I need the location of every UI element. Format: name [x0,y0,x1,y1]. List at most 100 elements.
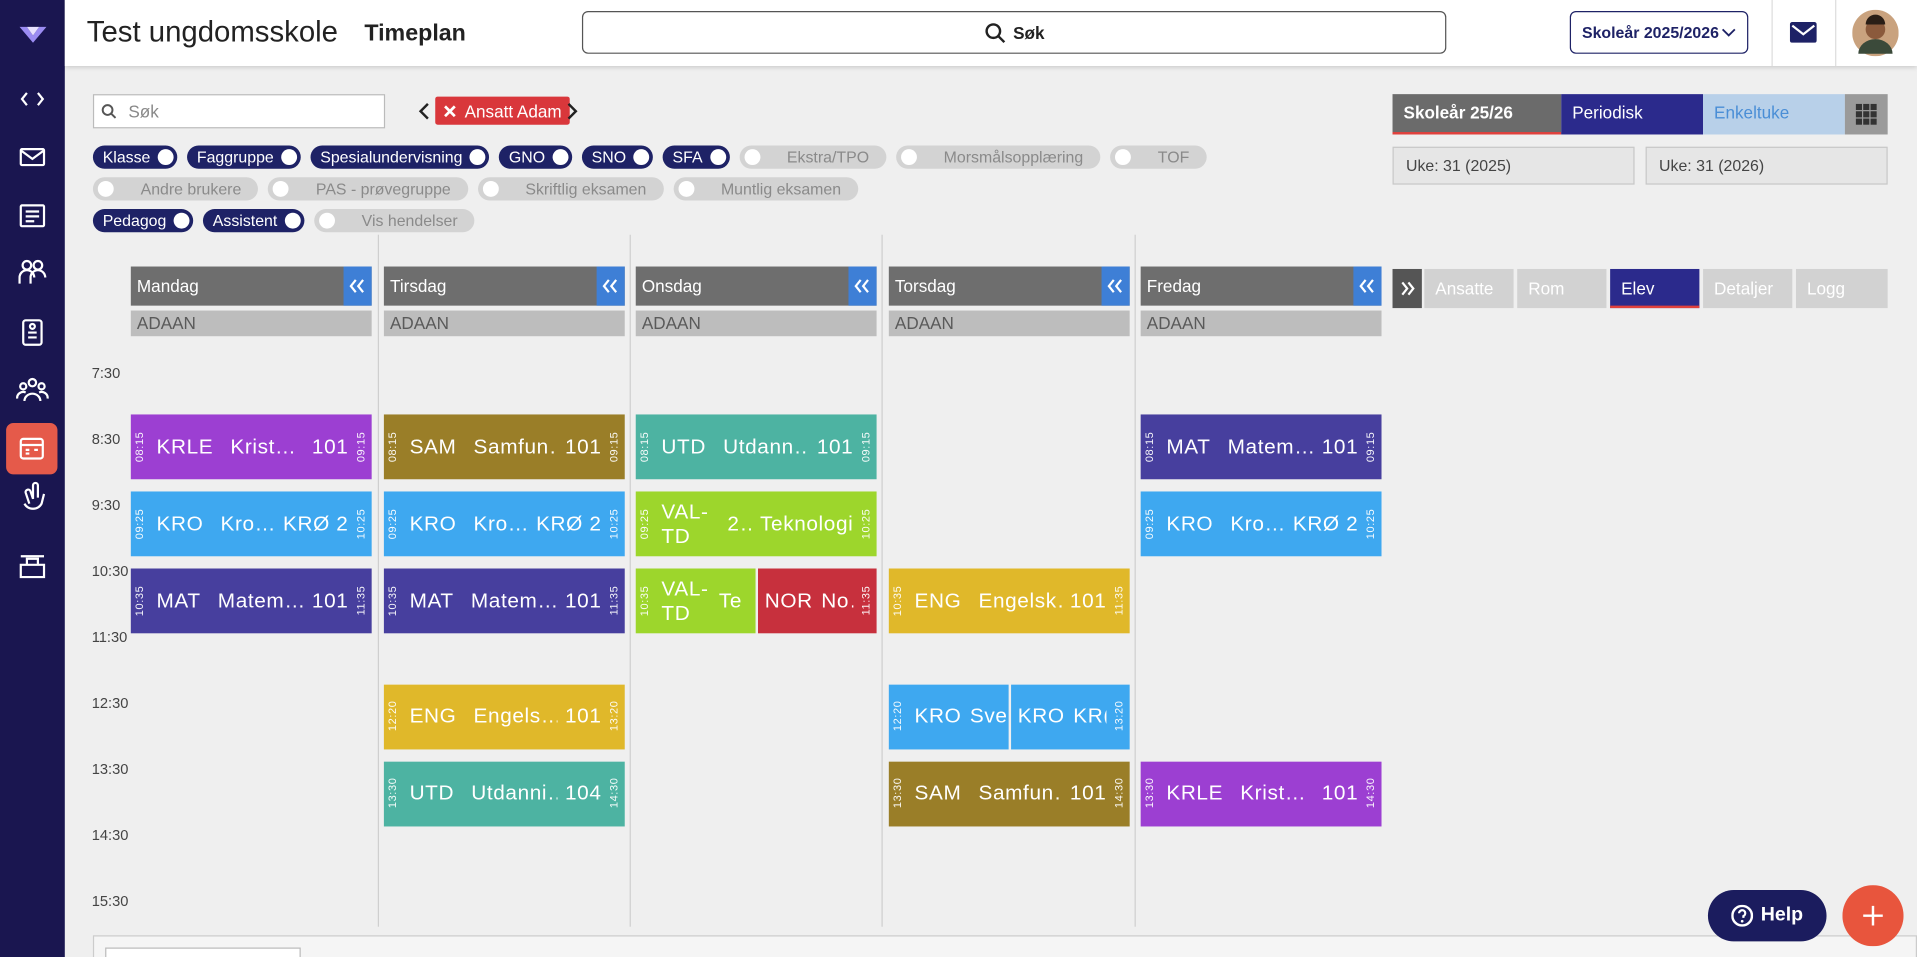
year-select[interactable]: Skoleår 2025/2026 [1569,11,1749,54]
toggle[interactable]: SNO [581,144,653,169]
toggle[interactable]: Vis hendelser [313,208,475,232]
lesson[interactable]: 08:15 SAM Samfun…101 09:15 [383,414,625,480]
course-code: MAT [1166,434,1211,458]
week-field[interactable]: Uke: 31 (2025) [1392,146,1635,185]
toggle-label: Faggruppe [196,147,274,166]
toggle[interactable]: Morsmålsopplæring [895,144,1101,169]
collapse-day[interactable] [1101,266,1130,306]
week-field[interactable]: Uke: 31 (2026) [1645,146,1888,185]
week-fields: Uke: 31 (2025) Uke: 31 (2026) [1392,146,1888,185]
lesson[interactable]: 09:25 VAL-TD 2… Teknologi 10:25 [635,491,877,557]
view-tab[interactable]: Skoleår 25/26 [1392,94,1562,135]
day-name: Torsdag [894,276,956,296]
view-tab[interactable]: Periodisk [1561,94,1704,135]
toggle[interactable]: SFA [662,144,730,169]
prev-button[interactable] [418,103,430,120]
page-title: Timeplan [364,20,466,47]
panel-tab[interactable]: Elev [1610,268,1700,308]
lesson[interactable]: 10:35 MAT Matem… 101 11:35 [383,568,625,634]
room: 101 [1321,434,1359,458]
collapse-button[interactable] [1392,268,1422,308]
toggle[interactable]: Klasse [92,144,178,169]
lesson[interactable]: KRO KR(13:20 [1010,684,1130,749]
toggle[interactable]: Skriftlig eksamen [477,176,664,200]
lesson[interactable]: 08:15 MAT Matem… 101 09:15 [1140,414,1382,480]
toggle-label: Spesialundervisning [320,147,463,166]
toggle[interactable]: Muntlig eksamen [673,176,859,200]
lesson[interactable]: NOR No… 11:35 [757,568,877,634]
end-time: 09:15 [607,431,620,463]
avatar[interactable] [1852,9,1899,57]
course-name: Matem… [470,588,558,612]
toggle-knob [157,148,174,165]
start-time: 09:25 [386,508,399,540]
start-time: 09:25 [1143,508,1156,540]
panel-tab[interactable]: Detaljer [1703,268,1793,308]
toggle-label: TOF [1157,147,1190,166]
toggle[interactable]: Faggruppe [187,144,301,169]
toggle-group: Klasse Faggruppe Spesialundervisning GNO SNO… [92,141,1377,236]
toggle[interactable]: PAS - prøvegruppe [268,176,468,200]
panel-tab[interactable]: Logg [1795,268,1888,308]
chip-label: Ansatt Adam [464,100,562,121]
nav-icons[interactable] [0,73,65,611]
lesson[interactable]: 10:35 VAL-TD Te [635,568,755,634]
bottom-input[interactable] [105,947,301,957]
toggle-knob [552,148,569,165]
next-button[interactable] [566,103,578,120]
lesson[interactable]: 13:30 UTD Utdanni… 104 14:30 [383,761,625,826]
grid-toggle[interactable] [1844,94,1888,135]
toggle-knob [281,148,297,165]
toggle-label: GNO [508,147,546,166]
toggle[interactable]: Pedagog [92,208,194,232]
help-button[interactable]: Help [1707,890,1827,942]
school-name: Test ungdomsskole [86,15,338,49]
filter-search[interactable]: Søk [92,94,386,129]
toggle-knob [469,148,486,165]
course-name: Utdann… [723,434,810,458]
header: Test ungdomsskole Timeplan Søk Skoleår 2… [64,0,1917,67]
toggle[interactable]: TOF [1110,144,1207,169]
course-name: Te [718,588,743,612]
day-name: Fredag [1146,276,1202,296]
lesson[interactable]: 13:30 SAM Samfun… 101 14:30 [888,761,1130,826]
panel-tab[interactable]: Rom [1517,268,1607,308]
lesson[interactable]: 09:25 KRO Kro… KRØ 2 10:25 [1140,491,1382,557]
lesson[interactable]: 08:15 UTD Utdann… 101 09:15 [635,414,877,480]
double-chevron [1359,279,1374,293]
double-chevron [602,279,618,293]
lesson[interactable]: 12:20 KRO Sve [888,684,1009,749]
toggle-label: Klasse [102,147,151,166]
toggle[interactable]: Andre brukere [92,176,259,200]
lesson[interactable]: 10:35 MAT Matem… 101 11:35 [130,568,372,634]
mail-button[interactable] [1789,22,1817,43]
add-button[interactable] [1842,885,1904,947]
collapse-day[interactable] [596,266,625,306]
lesson[interactable]: 13:30 KRLE Krist… 101 14:30 [1140,761,1382,826]
toggle[interactable]: Spesialundervisning [310,144,490,169]
day-subheader: ADAAN [1140,310,1382,337]
start-time: 12:20 [386,701,399,732]
start-time: 09:25 [638,508,651,540]
view-tab[interactable]: Enkeltuke [1703,94,1845,135]
lesson[interactable]: 09:25 KRO Kro… KRØ 2 10:25 [383,491,625,557]
lesson[interactable]: 10:35 ENG Engelsk… 101 11:35 [888,568,1130,634]
course-code: SAM [914,781,962,805]
remove-icon[interactable] [444,104,456,117]
collapse-day[interactable] [1353,266,1382,306]
collapse-day[interactable] [343,266,372,306]
lesson[interactable]: 08:15 KRLE Krist… 101 09:15 [130,414,372,480]
lesson[interactable]: 12:20 ENG Engels… 101 13:20 [383,684,625,749]
lesson[interactable]: 09:25 KRO Kro… KRØ 2 10:25 [130,491,372,557]
global-search[interactable]: Søk [581,11,1447,54]
toggle[interactable]: Ekstra/TPO [739,144,887,169]
toggle[interactable]: GNO [499,144,573,169]
collapse-day[interactable] [848,266,877,306]
course-name: No… [821,588,853,612]
nav-active[interactable] [6,423,58,475]
panel-tab[interactable]: Ansatte [1424,268,1514,308]
divider [1835,0,1837,67]
filter-chip[interactable]: Ansatt Adam [435,96,571,125]
start-time: 09:25 [133,508,146,540]
toggle[interactable]: Assistent [203,208,305,232]
